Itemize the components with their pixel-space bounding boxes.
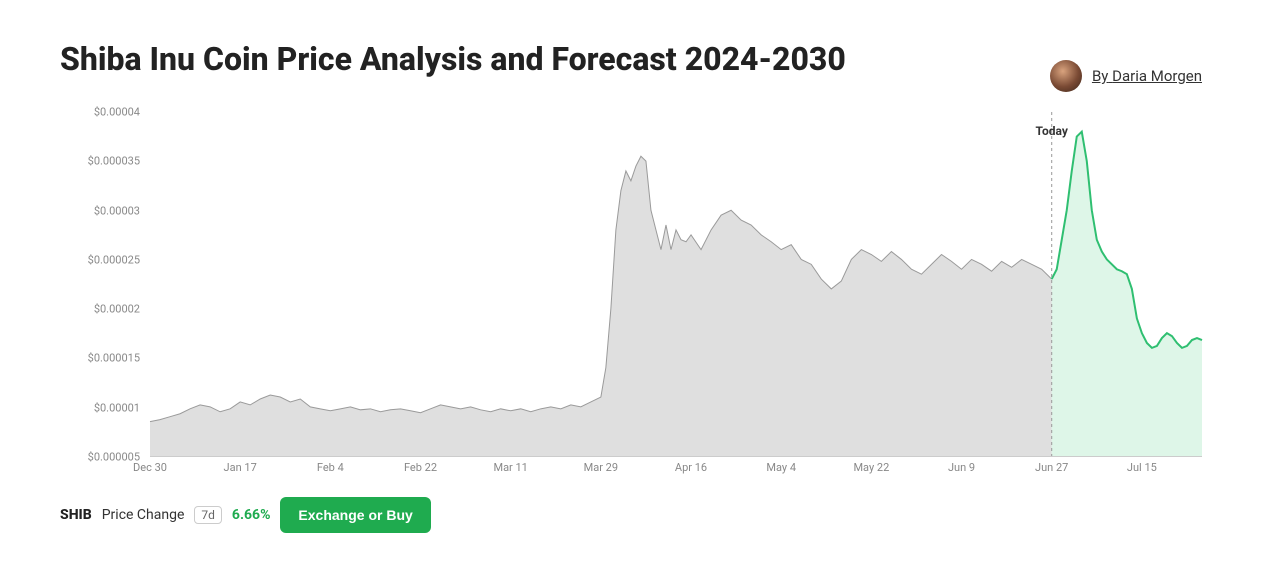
x-tick: May 4 [766, 461, 796, 474]
x-tick: Jun 9 [948, 461, 975, 474]
x-axis: Dec 30Jan 17Feb 4Feb 22Mar 11Mar 29Apr 1… [150, 457, 1202, 477]
today-label: Today [1036, 124, 1068, 138]
chart-svg [150, 112, 1202, 456]
symbol-label: SHIB [60, 507, 92, 523]
price-chart: $0.000005$0.00001$0.000015$0.00002$0.000… [60, 112, 1202, 457]
y-tick: $0.00003 [94, 204, 140, 217]
price-change-label: Price Change [102, 507, 185, 523]
chart-footer: SHIB Price Change 7d 6.66% Exchange or B… [60, 497, 1202, 533]
x-tick: Jun 27 [1035, 461, 1068, 474]
x-tick: Apr 16 [675, 461, 707, 474]
percent-change: 6.66% [232, 507, 271, 523]
byline: By Daria Morgen [1050, 60, 1202, 92]
y-tick: $0.00004 [94, 106, 140, 119]
x-tick: Mar 29 [584, 461, 618, 474]
author-link[interactable]: By Daria Morgen [1092, 67, 1202, 85]
chart-plot-area[interactable]: Today [150, 112, 1202, 457]
author-name: Daria Morgen [1112, 67, 1202, 85]
y-tick: $0.000025 [88, 253, 140, 266]
x-tick: Dec 30 [133, 461, 167, 474]
page-title: Shiba Inu Coin Price Analysis and Foreca… [60, 40, 846, 78]
x-tick: Jul 15 [1127, 461, 1157, 474]
x-tick: Feb 4 [317, 461, 344, 474]
period-pill[interactable]: 7d [194, 506, 222, 524]
x-tick: May 22 [853, 461, 889, 474]
y-tick: $0.000015 [88, 352, 140, 365]
x-tick: Jan 17 [224, 461, 257, 474]
exchange-or-buy-button[interactable]: Exchange or Buy [280, 497, 430, 533]
x-tick: Feb 22 [404, 461, 437, 474]
historical-area [150, 156, 1052, 456]
y-tick: $0.00002 [94, 303, 140, 316]
author-avatar[interactable] [1050, 60, 1082, 92]
forecast-area [1052, 132, 1202, 456]
header-row: Shiba Inu Coin Price Analysis and Foreca… [60, 40, 1202, 92]
y-tick: $0.000035 [88, 155, 140, 168]
y-axis: $0.000005$0.00001$0.000015$0.00002$0.000… [60, 112, 150, 457]
byline-prefix: By [1092, 67, 1108, 85]
x-tick: Mar 11 [493, 461, 527, 474]
y-tick: $0.00001 [94, 401, 140, 414]
